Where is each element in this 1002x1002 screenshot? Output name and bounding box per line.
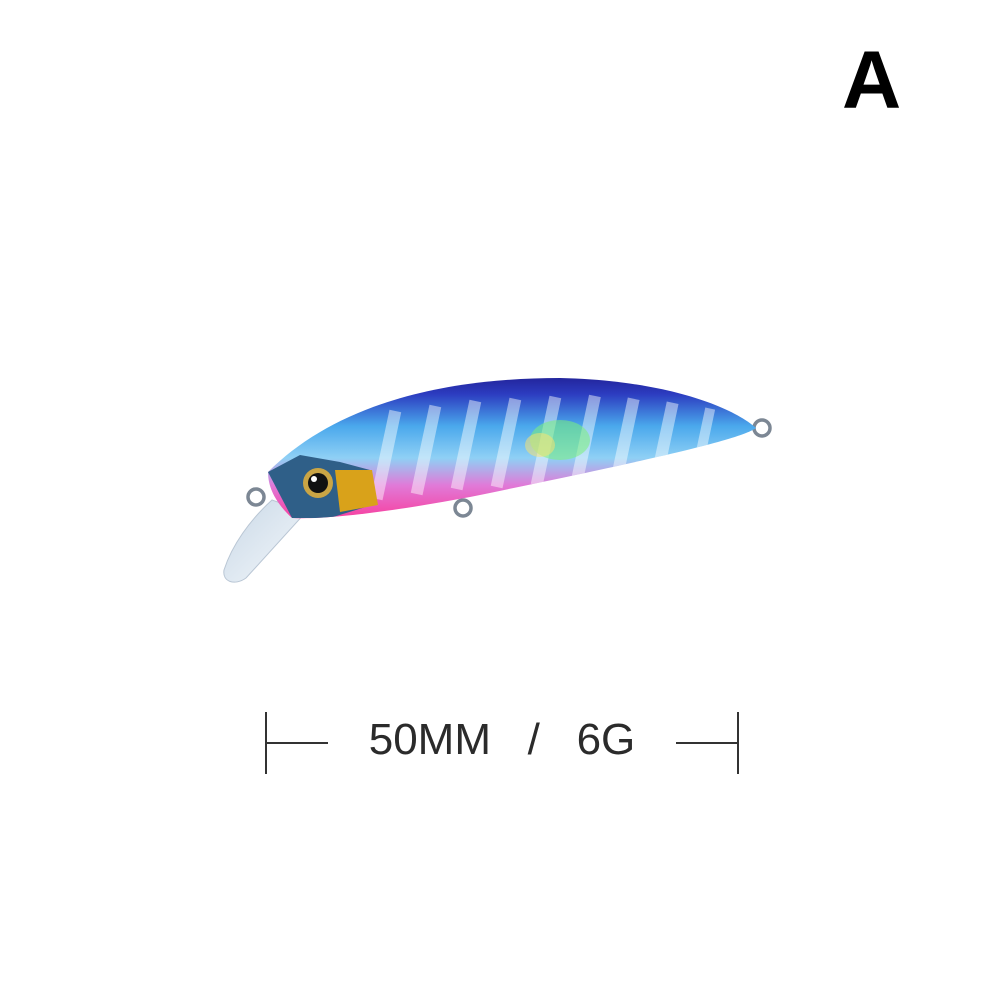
line-tie-ring <box>246 487 266 507</box>
separator: / <box>527 715 540 764</box>
size-weight-label: 50MM / 6G <box>330 718 674 762</box>
variant-label: A <box>842 35 902 126</box>
lure-lip <box>223 499 307 583</box>
length-value: 50MM <box>368 715 491 764</box>
lure-eye <box>303 468 333 498</box>
belly-hook-ring <box>453 498 473 518</box>
weight-value: 6G <box>576 715 636 764</box>
